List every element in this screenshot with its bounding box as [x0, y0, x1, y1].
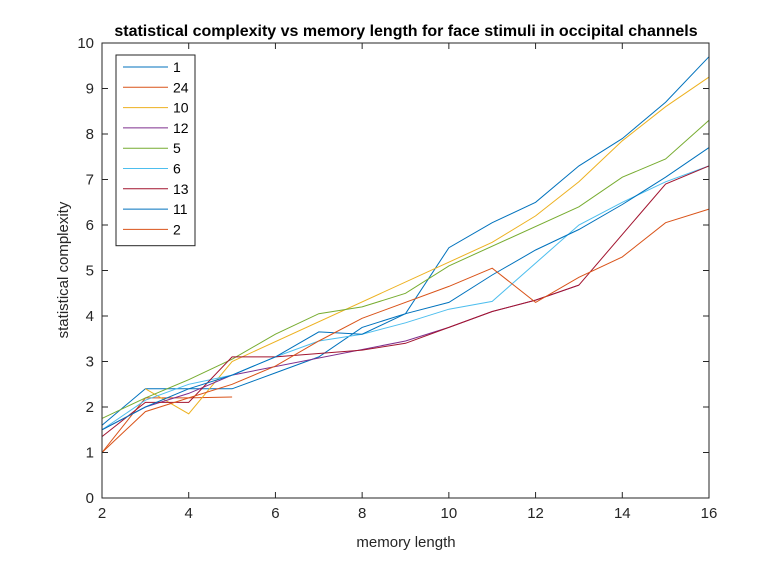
y-tick-label: 10 — [77, 35, 94, 52]
x-tick-label: 14 — [614, 505, 631, 522]
legend-label-5: 5 — [173, 140, 181, 156]
y-tick-label: 0 — [86, 490, 94, 507]
x-tick-label: 6 — [271, 505, 279, 522]
y-tick-label: 9 — [86, 81, 94, 98]
series-line-11 — [101, 147, 710, 431]
legend-label-12: 12 — [173, 120, 189, 136]
y-tick-label: 3 — [86, 354, 94, 371]
series-line-6 — [101, 165, 710, 431]
series-line-10 — [145, 76, 710, 415]
y-tick-label: 6 — [86, 217, 94, 234]
y-axis-label: statistical complexity — [55, 201, 72, 338]
x-tick-label: 10 — [441, 505, 458, 522]
y-tick-label: 5 — [86, 263, 94, 280]
legend-label-1: 1 — [173, 59, 181, 75]
x-tick-label: 16 — [701, 505, 718, 522]
series-line-5 — [101, 119, 710, 419]
y-tick-label: 4 — [86, 308, 94, 325]
legend-box — [115, 54, 196, 247]
y-tick-label: 8 — [86, 126, 94, 143]
legend-label-11: 11 — [173, 201, 188, 217]
legend-label-13: 13 — [173, 181, 189, 197]
x-tick-label: 8 — [358, 505, 366, 522]
legend: 1 24 10 12 5 6 13 11 2 — [115, 54, 196, 247]
y-tick-label: 2 — [86, 399, 94, 416]
legend-label-2: 2 — [173, 221, 181, 237]
x-tick-label: 2 — [98, 505, 106, 522]
plot-background — [102, 43, 709, 498]
series-line-2 — [101, 208, 710, 453]
chart-title: statistical complexity vs memory length … — [114, 23, 697, 40]
x-tick-label: 4 — [185, 505, 193, 522]
y-tick-label: 1 — [86, 445, 94, 462]
x-tick-label: 12 — [527, 505, 544, 522]
legend-label-6: 6 — [173, 161, 181, 177]
x-axis-label: memory length — [356, 534, 455, 551]
legend-label-24: 24 — [173, 79, 189, 95]
y-tick-label: 7 — [86, 172, 94, 189]
series-line-13 — [101, 165, 710, 437]
legend-label-10: 10 — [173, 100, 189, 116]
